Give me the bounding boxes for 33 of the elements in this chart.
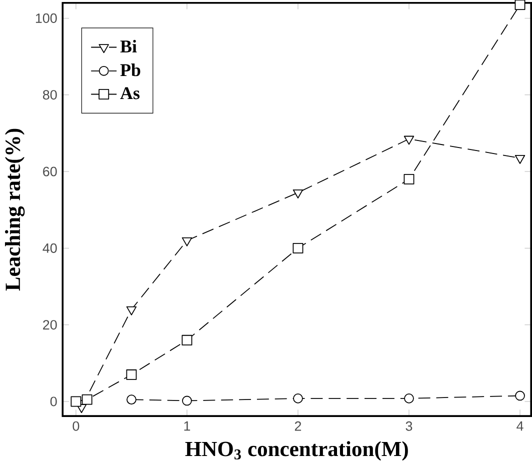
x-tick-label: 4 bbox=[516, 422, 524, 431]
y-tick-label: 20 bbox=[43, 320, 57, 330]
legend-label: Pb bbox=[120, 64, 140, 76]
y-tick-label: 0 bbox=[50, 396, 57, 406]
point bbox=[70, 396, 82, 407]
point bbox=[126, 370, 137, 380]
point bbox=[514, 0, 526, 10]
x-tick-label: 2 bbox=[294, 422, 302, 431]
point bbox=[292, 243, 304, 254]
point bbox=[404, 136, 414, 145]
point bbox=[515, 390, 525, 401]
point bbox=[182, 238, 192, 247]
y-axis-title: Leaching rate(%) bbox=[4, 129, 25, 291]
x-axis-title: HNO$_{3}$ concentration(M) bbox=[185, 441, 408, 461]
point bbox=[182, 396, 192, 406]
y-tick-label: 100 bbox=[36, 14, 57, 24]
legend-label: As bbox=[120, 87, 140, 100]
x-tick-label: 0 bbox=[72, 422, 80, 432]
point bbox=[126, 306, 137, 316]
x-tick-label: 1 bbox=[184, 422, 190, 431]
point bbox=[292, 190, 304, 199]
point bbox=[82, 394, 92, 405]
point bbox=[293, 394, 303, 404]
point bbox=[126, 394, 136, 405]
point bbox=[404, 174, 414, 185]
point bbox=[404, 394, 414, 404]
point bbox=[182, 335, 192, 346]
x-tick-label: 3 bbox=[406, 422, 412, 432]
point bbox=[514, 155, 526, 164]
y-tick-label: 40 bbox=[42, 244, 57, 254]
y-tick-label: 80 bbox=[42, 90, 57, 100]
y-tick-label: 60 bbox=[43, 166, 57, 176]
legend-label: Bi bbox=[120, 40, 137, 53]
